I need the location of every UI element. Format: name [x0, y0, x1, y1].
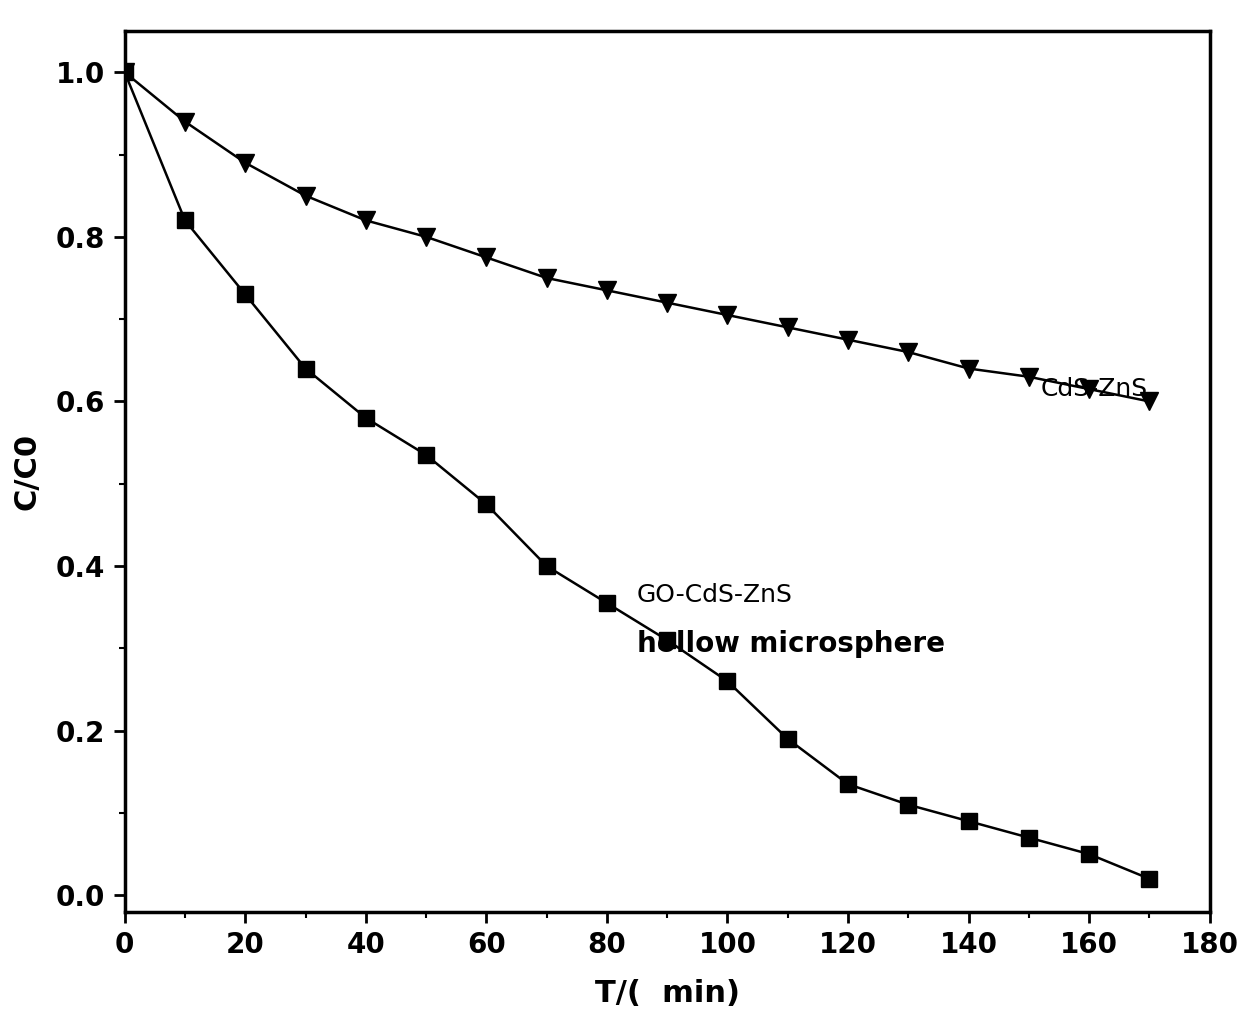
X-axis label: T/(  min): T/( min) — [595, 979, 739, 1008]
Text: GO-CdS-ZnS: GO-CdS-ZnS — [637, 583, 793, 607]
Text: hollow microsphere: hollow microsphere — [637, 630, 945, 658]
Y-axis label: C/C0: C/C0 — [12, 433, 42, 510]
Text: CdS-ZnS: CdS-ZnS — [1041, 377, 1148, 401]
